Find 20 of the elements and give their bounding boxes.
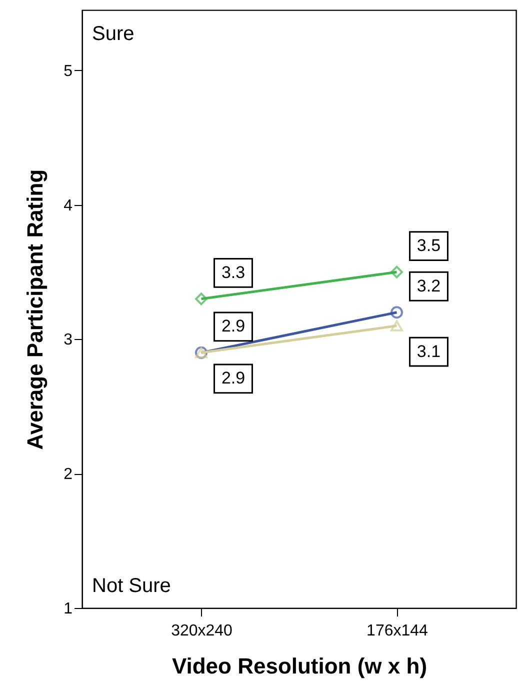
data-label: 3.1 (416, 342, 441, 361)
y-axis-title: Average Participant Rating (22, 169, 48, 450)
data-label: 3.5 (416, 236, 441, 256)
point (390, 306, 403, 319)
point (195, 292, 208, 306)
data-label: 2.9 (221, 368, 246, 388)
data-label: 3.2 (416, 276, 441, 296)
point (390, 266, 403, 278)
y-tick-label: 5 (64, 62, 73, 80)
x-tick-label: 320x240 (171, 622, 233, 640)
x-tick-label: 176x144 (366, 622, 428, 640)
y-tick-label: 3 (64, 332, 73, 349)
annotation: Not Sure (92, 575, 171, 597)
y-tick-label: 4 (64, 197, 73, 214)
x-axis-title: Video Resolution (w x h) (172, 654, 428, 678)
data-label: 2.9 (221, 316, 246, 336)
data-label: 3.3 (221, 262, 246, 282)
annotation: Sure (92, 23, 134, 45)
y-tick-label: 1 (64, 600, 73, 618)
y-tick-label: 2 (64, 466, 73, 484)
